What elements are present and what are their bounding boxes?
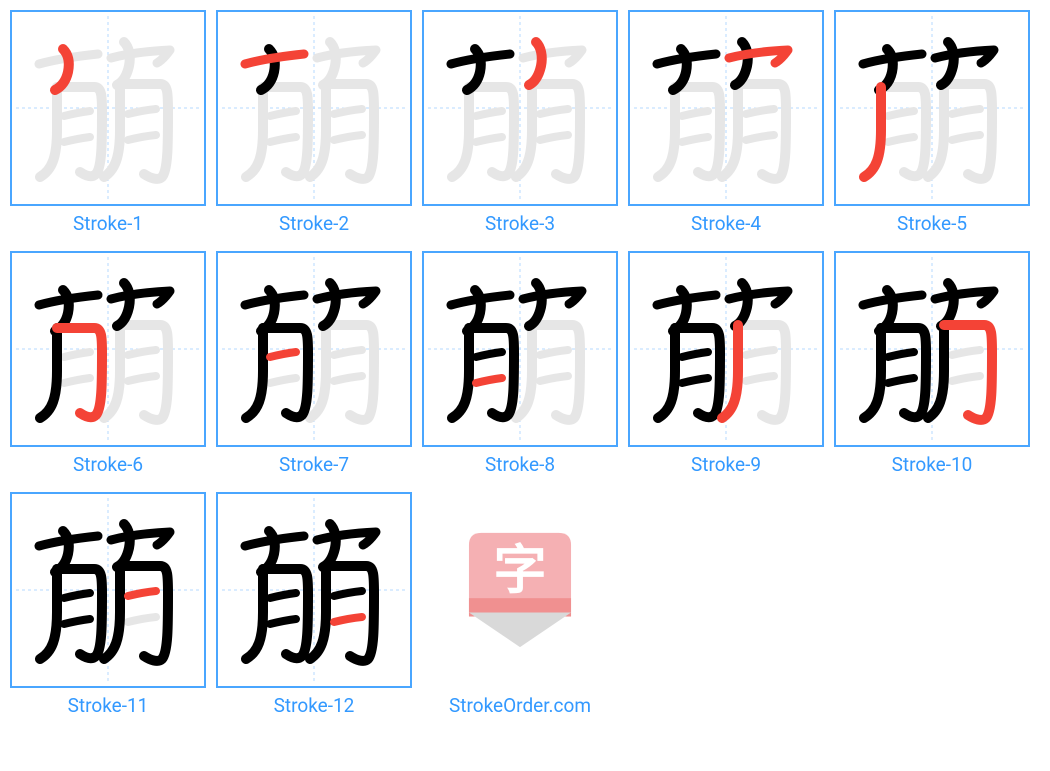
stroke-link-10[interactable]: Stroke-10 <box>892 453 973 476</box>
stroke-cell-9: Stroke-9 <box>628 251 824 476</box>
svg-text:字: 字 <box>493 541 546 600</box>
stroke-cell-10: Stroke-10 <box>834 251 1030 476</box>
stroke-caption-12: Stroke-12 <box>216 694 412 717</box>
stroke-frame-1 <box>10 10 206 206</box>
stroke-cell-3: Stroke-3 <box>422 10 618 235</box>
stroke-frame-4 <box>628 10 824 206</box>
stroke-link-12[interactable]: Stroke-12 <box>274 694 355 717</box>
stroke-frame-6 <box>10 251 206 447</box>
stroke-order-grid: Stroke-1 Stroke-2 Stroke-3 <box>0 0 1050 733</box>
stroke-cell-6: Stroke-6 <box>10 251 206 476</box>
stroke-caption-7: Stroke-7 <box>216 453 412 476</box>
stroke-frame-10 <box>834 251 1030 447</box>
stroke-cell-12: Stroke-12 <box>216 492 412 717</box>
stroke-cell-8: Stroke-8 <box>422 251 618 476</box>
stroke-caption-11: Stroke-11 <box>10 694 206 717</box>
stroke-caption-8: Stroke-8 <box>422 453 618 476</box>
stroke-cell-5: Stroke-5 <box>834 10 1030 235</box>
site-logo: 字 <box>422 492 618 688</box>
stroke-link-5[interactable]: Stroke-5 <box>897 212 967 235</box>
stroke-caption-10: Stroke-10 <box>834 453 1030 476</box>
stroke-caption-6: Stroke-6 <box>10 453 206 476</box>
stroke-caption-5: Stroke-5 <box>834 212 1030 235</box>
stroke-caption-4: Stroke-4 <box>628 212 824 235</box>
stroke-frame-9 <box>628 251 824 447</box>
stroke-frame-7 <box>216 251 412 447</box>
stroke-cell-7: Stroke-7 <box>216 251 412 476</box>
stroke-link-11[interactable]: Stroke-11 <box>68 694 149 717</box>
stroke-link-9[interactable]: Stroke-9 <box>691 453 761 476</box>
stroke-frame-11 <box>10 492 206 688</box>
logo-cell: 字 StrokeOrder.com <box>422 492 618 717</box>
stroke-link-3[interactable]: Stroke-3 <box>485 212 555 235</box>
stroke-link-7[interactable]: Stroke-7 <box>279 453 349 476</box>
stroke-frame-3 <box>422 10 618 206</box>
stroke-cell-2: Stroke-2 <box>216 10 412 235</box>
stroke-frame-12 <box>216 492 412 688</box>
stroke-link-4[interactable]: Stroke-4 <box>691 212 761 235</box>
stroke-link-1[interactable]: Stroke-1 <box>73 212 143 235</box>
stroke-frame-5 <box>834 10 1030 206</box>
stroke-link-8[interactable]: Stroke-8 <box>485 453 555 476</box>
stroke-caption-9: Stroke-9 <box>628 453 824 476</box>
stroke-cell-1: Stroke-1 <box>10 10 206 235</box>
site-label: StrokeOrder.com <box>422 694 618 717</box>
stroke-caption-1: Stroke-1 <box>10 212 206 235</box>
stroke-caption-2: Stroke-2 <box>216 212 412 235</box>
stroke-caption-3: Stroke-3 <box>422 212 618 235</box>
stroke-frame-8 <box>422 251 618 447</box>
stroke-cell-4: Stroke-4 <box>628 10 824 235</box>
stroke-cell-11: Stroke-11 <box>10 492 206 717</box>
site-link[interactable]: StrokeOrder.com <box>449 694 591 717</box>
stroke-link-6[interactable]: Stroke-6 <box>73 453 143 476</box>
stroke-link-2[interactable]: Stroke-2 <box>279 212 349 235</box>
stroke-frame-2 <box>216 10 412 206</box>
